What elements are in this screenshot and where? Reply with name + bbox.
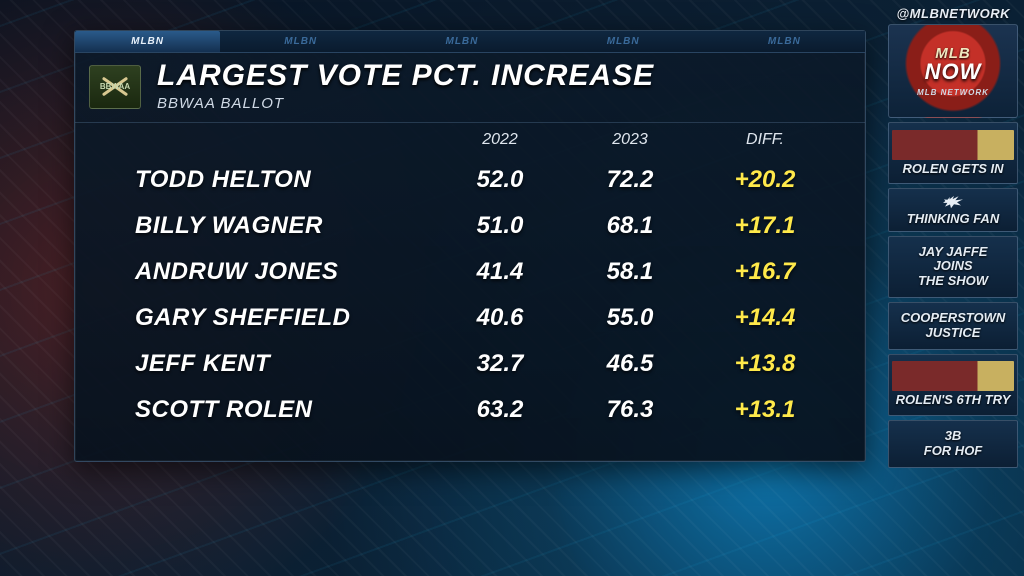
panel-tab[interactable]: MLBN [75, 31, 220, 52]
show-logo: MLB NOW MLB NETWORK [888, 24, 1018, 118]
value-diff: +14.4 [695, 304, 835, 332]
value-2023: 76.3 [565, 396, 695, 424]
player-name: BILLY WAGNER [135, 212, 435, 240]
value-2022: 63.2 [435, 396, 565, 424]
segment-tile[interactable]: THINKING FAN [888, 188, 1018, 232]
segment-label: JOINS [933, 259, 972, 274]
twitter-icon [943, 193, 963, 209]
panel-tab[interactable]: MLBN [543, 31, 704, 52]
panel-title: LARGEST VOTE PCT. INCREASE [157, 61, 654, 91]
logo-text: BBWAA [100, 82, 130, 91]
value-diff: +20.2 [695, 166, 835, 194]
table-row: JEFF KENT32.746.5+13.8 [75, 341, 865, 387]
value-diff: +13.8 [695, 350, 835, 378]
panel-tabbar: MLBNMLBNMLBNMLBNMLBN [75, 31, 865, 53]
bbwaa-logo: BBWAA [89, 65, 141, 109]
panel-tab[interactable]: MLBN [704, 31, 865, 52]
value-2022: 52.0 [435, 166, 565, 194]
segment-label: ROLEN'S 6TH TRY [896, 393, 1011, 408]
segment-thumbnail [892, 361, 1014, 391]
player-name: GARY SHEFFIELD [135, 304, 435, 332]
table-row: TODD HELTON52.072.2+20.2 [75, 157, 865, 203]
show-logo-line2: NOW [925, 62, 982, 82]
value-diff: +13.1 [695, 396, 835, 424]
table-row: SCOTT ROLEN63.276.3+13.1 [75, 387, 865, 433]
value-2023: 72.2 [565, 166, 695, 194]
segment-tile[interactable]: 3BFOR HOF [888, 420, 1018, 468]
value-2023: 46.5 [565, 350, 695, 378]
segment-label: ROLEN GETS IN [902, 162, 1003, 177]
segment-label: JAY JAFFE [919, 245, 988, 260]
value-diff: +16.7 [695, 258, 835, 286]
value-diff: +17.1 [695, 212, 835, 240]
segment-tile[interactable]: JAY JAFFEJOINSTHE SHOW [888, 236, 1018, 298]
show-logo-line3: MLB NETWORK [917, 88, 989, 97]
panel-tab[interactable]: MLBN [381, 31, 542, 52]
player-name: TODD HELTON [135, 166, 435, 194]
player-name: SCOTT ROLEN [135, 396, 435, 424]
stats-panel: MLBNMLBNMLBNMLBNMLBN BBWAA LARGEST VOTE … [74, 30, 866, 462]
table-row: GARY SHEFFIELD40.655.0+14.4 [75, 295, 865, 341]
panel-subtitle: BBWAA BALLOT [157, 95, 654, 112]
segment-thumbnail [892, 130, 1014, 160]
panel-header: BBWAA LARGEST VOTE PCT. INCREASE BBWAA B… [75, 53, 865, 123]
value-2023: 55.0 [565, 304, 695, 332]
table-header: 2022 2023 DIFF. [75, 123, 865, 157]
value-2022: 51.0 [435, 212, 565, 240]
value-2022: 41.4 [435, 258, 565, 286]
player-name: JEFF KENT [135, 350, 435, 378]
value-2023: 68.1 [565, 212, 695, 240]
col-2023: 2023 [565, 131, 695, 149]
col-2022: 2022 [435, 131, 565, 149]
network-handle: @MLBNETWORK [897, 6, 1011, 21]
value-2023: 58.1 [565, 258, 695, 286]
segment-label: 3B [945, 429, 962, 444]
player-name: ANDRUW JONES [135, 258, 435, 286]
segment-tile[interactable]: ROLEN'S 6TH TRY [888, 354, 1018, 416]
segment-label: FOR HOF [924, 444, 983, 459]
segment-tile[interactable]: ROLEN GETS IN [888, 122, 1018, 184]
segment-label: JUSTICE [926, 326, 981, 341]
segment-tile[interactable]: COOPERSTOWNJUSTICE [888, 302, 1018, 350]
title-block: LARGEST VOTE PCT. INCREASE BBWAA BALLOT [157, 61, 654, 112]
segment-label: THE SHOW [918, 274, 988, 289]
panel-tab[interactable]: MLBN [220, 31, 381, 52]
table-row: ANDRUW JONES41.458.1+16.7 [75, 249, 865, 295]
table-body: TODD HELTON52.072.2+20.2BILLY WAGNER51.0… [75, 157, 865, 433]
segment-rail: MLB NOW MLB NETWORK ROLEN GETS IN THINKIN… [888, 24, 1018, 468]
segment-label: COOPERSTOWN [901, 311, 1006, 326]
col-diff: DIFF. [695, 131, 835, 149]
value-2022: 40.6 [435, 304, 565, 332]
table-row: BILLY WAGNER51.068.1+17.1 [75, 203, 865, 249]
segment-label: THINKING FAN [907, 212, 999, 227]
value-2022: 32.7 [435, 350, 565, 378]
